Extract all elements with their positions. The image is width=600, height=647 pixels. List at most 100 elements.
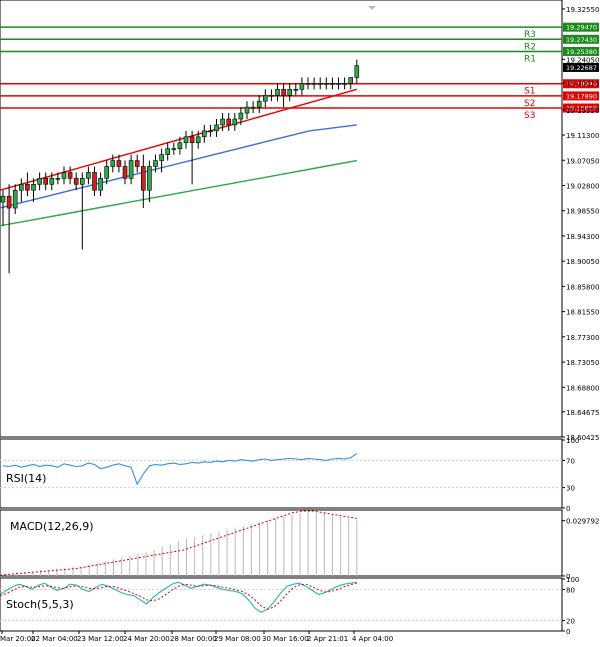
- price-tick-label-12: 18.77300: [566, 334, 599, 342]
- rsi-label: RSI(14): [6, 472, 46, 485]
- stoch-k-line: [0, 581, 357, 613]
- rsi-panel: 100 70 30 0 RSI(14): [0, 437, 579, 513]
- candle-body-28: [171, 148, 177, 150]
- candle-body-25: [153, 160, 158, 167]
- candle-body-48: [293, 89, 299, 91]
- level-name-r1: R1: [524, 54, 536, 64]
- moving-average-line-0: [0, 88, 357, 191]
- macd-signal-line: [0, 510, 357, 576]
- rsi-series: [0, 453, 562, 489]
- stoch-panel: 100 80 20 0 Stoch(5,5,3): [0, 576, 579, 636]
- candle-body-19: [116, 160, 122, 167]
- stoch-tick-label-1: 80: [566, 586, 575, 594]
- candle-body-57: [348, 77, 354, 84]
- candle-body-45: [275, 89, 280, 96]
- level-price-label-s3: 19.15850: [566, 105, 597, 113]
- stoch-axis: 100 80 20 0: [562, 576, 579, 636]
- moving-average-line-2: [0, 159, 357, 227]
- level-price-box-s1: [563, 79, 599, 89]
- price-tick-label-1: 19.24050: [566, 56, 599, 64]
- price-axis: 19.32550 19.24050 19.20025 19.15550 19.11300…: [562, 6, 599, 442]
- candle-body-18: [110, 160, 116, 167]
- time-tick-label-3: 24 Mar 20:00: [123, 635, 170, 643]
- stoch-series: [0, 581, 562, 622]
- macd-panel-frame: [0, 509, 563, 577]
- candle-body-0: [0, 195, 6, 203]
- candle-body-52: [317, 83, 323, 85]
- stoch-label: Stoch(5,5,3): [6, 598, 74, 611]
- stoch-tick-label-3: 0: [566, 628, 570, 636]
- main-panel: R3 19.29470 R2 19.27430 R1 19.25380 S1 19.19940…: [0, 0, 599, 442]
- time-tick-label-0: Mar 20:00: [0, 635, 36, 643]
- level-name-s3: S3: [524, 111, 535, 121]
- moving-averages: [0, 88, 357, 227]
- price-tick-label-11: 18.81550: [566, 309, 599, 317]
- rsi-line: [2, 453, 358, 486]
- time-tick-label-6: 30 Mar 16:00: [262, 635, 309, 643]
- candle-body-36: [220, 118, 225, 126]
- candle-body-53: [323, 83, 329, 85]
- candle-body-32: [195, 136, 201, 144]
- price-tick-label-0: 19.32550: [566, 6, 599, 14]
- stoch-d-line: [0, 582, 357, 610]
- rsi-tick-label-1: 70: [566, 457, 575, 465]
- price-tick-label-6: 19.02800: [566, 182, 599, 190]
- level-name-s1: S1: [524, 87, 535, 97]
- level-price-box-r2: [563, 34, 599, 44]
- price-tick-label-16: 18.60425: [566, 434, 599, 442]
- last-price-label: 19.22687: [566, 64, 597, 72]
- rsi-axis: 100 70 30 0: [562, 437, 579, 513]
- candle-body-7: [43, 178, 49, 185]
- level-price-label-r2: 19.27430: [566, 36, 597, 44]
- macd-axis: 0.029792 0: [562, 518, 599, 581]
- candle-body-22: [134, 160, 140, 167]
- macd-tick-label-0: 0.029792: [566, 518, 599, 526]
- macd-series: [0, 510, 358, 576]
- candle-body-40: [244, 106, 250, 114]
- candle-body-5: [31, 183, 36, 191]
- stoch-panel-frame: [0, 577, 563, 632]
- candle-body-8: [49, 178, 55, 185]
- candle-body-11: [67, 172, 73, 179]
- level-price-label-s2: 19.17890: [566, 92, 597, 100]
- candle-body-34: [208, 130, 213, 133]
- candle-body-26: [159, 154, 164, 161]
- candle-body-29: [177, 142, 183, 149]
- candle-body-44: [269, 94, 274, 97]
- last-price-box: [563, 62, 599, 72]
- candle-body-56: [342, 83, 347, 85]
- candle-body-24: [147, 166, 152, 191]
- macd-label: MACD(12,26,9): [10, 520, 94, 533]
- candle-body-13: [80, 178, 85, 185]
- main-panel-frame: [0, 0, 563, 438]
- macd-panel: 0.029792 0 MACD(12,26,9): [0, 509, 599, 581]
- candle-body-17: [104, 166, 109, 179]
- candle-body-4: [25, 183, 30, 191]
- candle-body-16: [98, 178, 103, 191]
- level-price-label-r1: 19.25380: [566, 48, 597, 56]
- level-price-label-s1: 19.19940: [566, 80, 597, 88]
- candle-body-15: [92, 172, 97, 191]
- candle-body-23: [141, 166, 146, 191]
- candle-body-37: [226, 118, 231, 126]
- time-tick-label-8: 4 Apr 04:00: [352, 635, 393, 643]
- price-tick-label-4: 19.11300: [566, 132, 599, 140]
- level-price-box-s3: [563, 103, 599, 113]
- time-tick-label-4: 28 Mar 00:00: [170, 635, 217, 643]
- candle-body-47: [287, 89, 293, 96]
- level-name-r3: R3: [524, 30, 536, 40]
- candle-body-39: [238, 112, 244, 120]
- candle-body-38: [232, 118, 238, 126]
- level-name-r2: R2: [524, 42, 536, 52]
- candle-body-1: [6, 195, 12, 209]
- price-tick-label-9: 18.90050: [566, 258, 599, 266]
- candle-body-21: [128, 160, 134, 179]
- level-name-s2: S2: [524, 99, 535, 109]
- level-price-box-r1: [563, 46, 599, 56]
- time-tick-label-2: 23 Mar 12:00: [77, 635, 124, 643]
- price-tick-label-8: 18.94300: [566, 233, 599, 241]
- rsi-tick-label-2: 30: [566, 485, 575, 493]
- price-tick-label-15: 18.64675: [566, 409, 599, 417]
- time-tick-label-1: 22 Mar 04:00: [31, 635, 78, 643]
